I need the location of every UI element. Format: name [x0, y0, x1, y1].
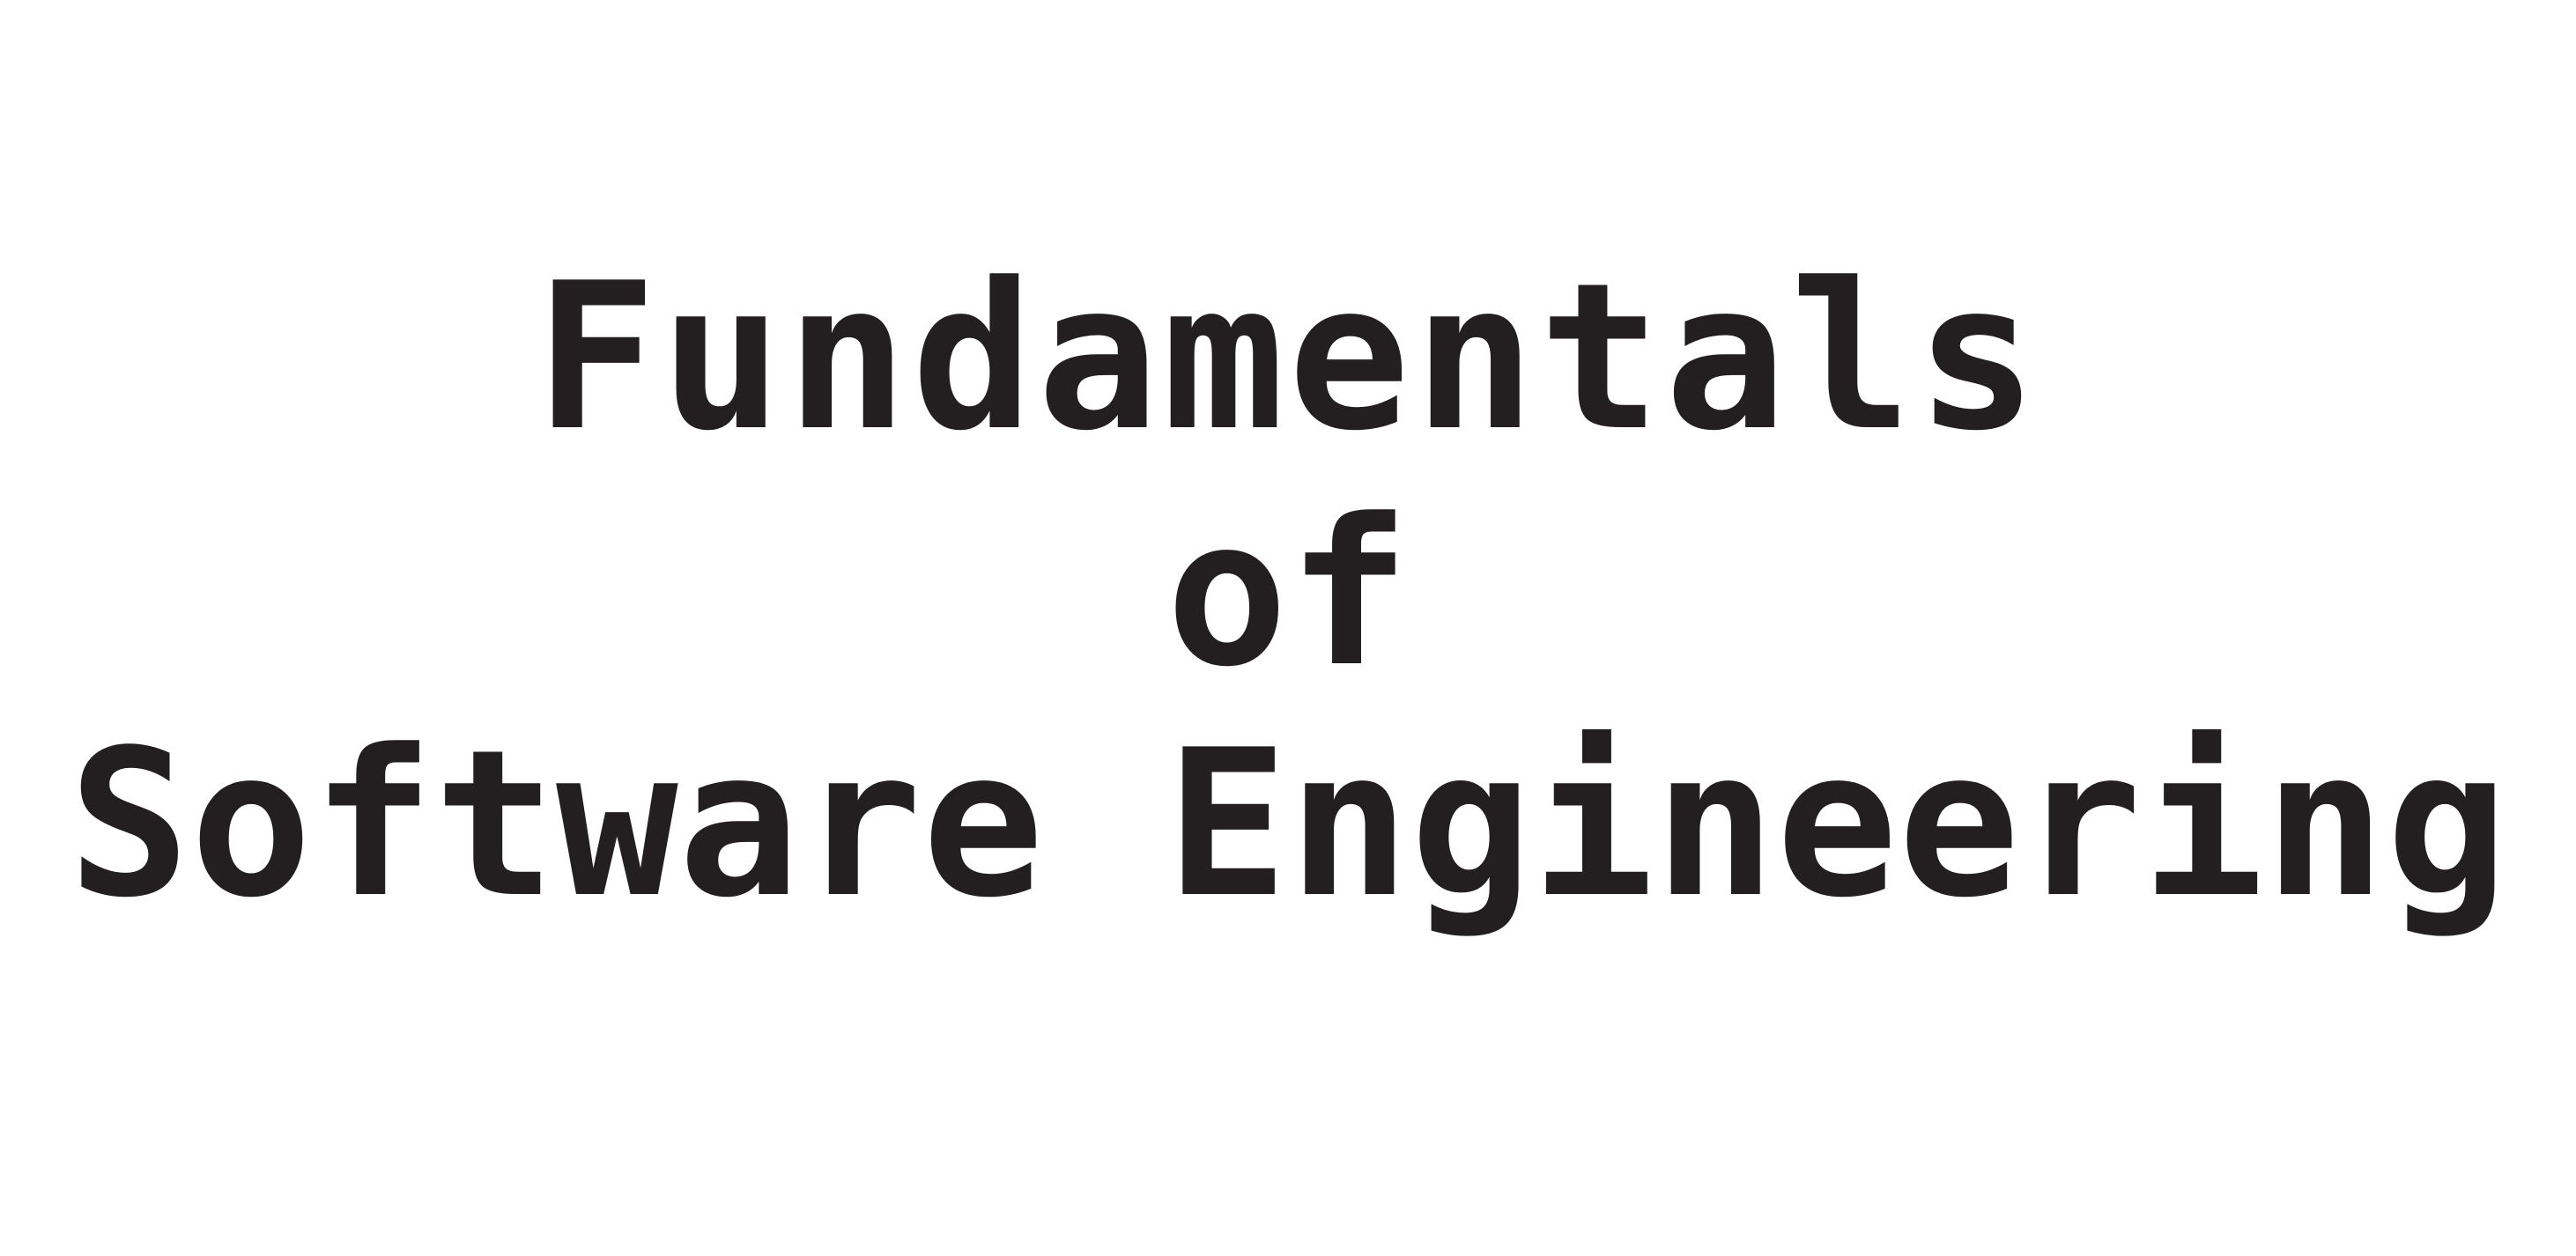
title-line-fundamentals: Fundamentals — [535, 240, 2041, 476]
title-line-software-engineering: Software Engineering — [68, 707, 2508, 942]
title-line-of: of — [1166, 477, 1410, 712]
